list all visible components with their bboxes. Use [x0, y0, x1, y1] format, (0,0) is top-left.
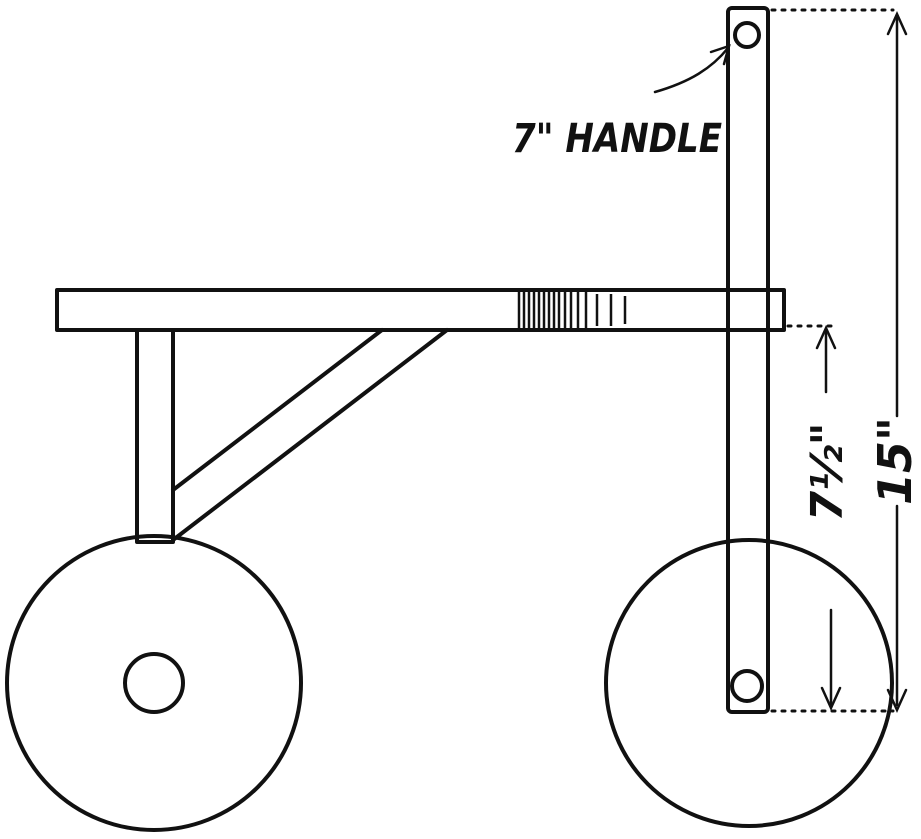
- front-axle-hole: [730, 669, 764, 703]
- steering-post: [726, 6, 770, 714]
- total-arrowhead-bottom: [886, 688, 908, 714]
- diagonal-brace: [171, 328, 449, 542]
- total-height-label: 15": [868, 417, 921, 505]
- deck-hatching: [517, 292, 627, 328]
- rear-wheel: [5, 534, 303, 832]
- total-arrowhead-top: [886, 10, 908, 36]
- front-wheel-rim: [604, 538, 894, 828]
- rear-leg: [135, 328, 175, 544]
- deck-board: [55, 288, 786, 332]
- handle-label: 7" HANDLE: [512, 116, 722, 162]
- short-dimension: 7½": [802, 324, 853, 712]
- rear-wheel-rim: [5, 534, 303, 832]
- handle-callout: 7" HANDLE: [512, 44, 731, 162]
- short-arrowhead-bottom: [820, 686, 842, 712]
- rear-wheel-hub: [123, 652, 185, 714]
- short-dimension-label: 7½": [802, 422, 853, 521]
- handle-hole: [733, 21, 761, 49]
- total-height-dimension: 15": [868, 10, 921, 714]
- dimension-extension-lines: [770, 8, 895, 713]
- short-arrowhead-top: [815, 324, 837, 350]
- handle-arrowhead: [709, 44, 731, 66]
- front-wheel: [604, 538, 894, 828]
- handle-leader-line: [653, 46, 730, 94]
